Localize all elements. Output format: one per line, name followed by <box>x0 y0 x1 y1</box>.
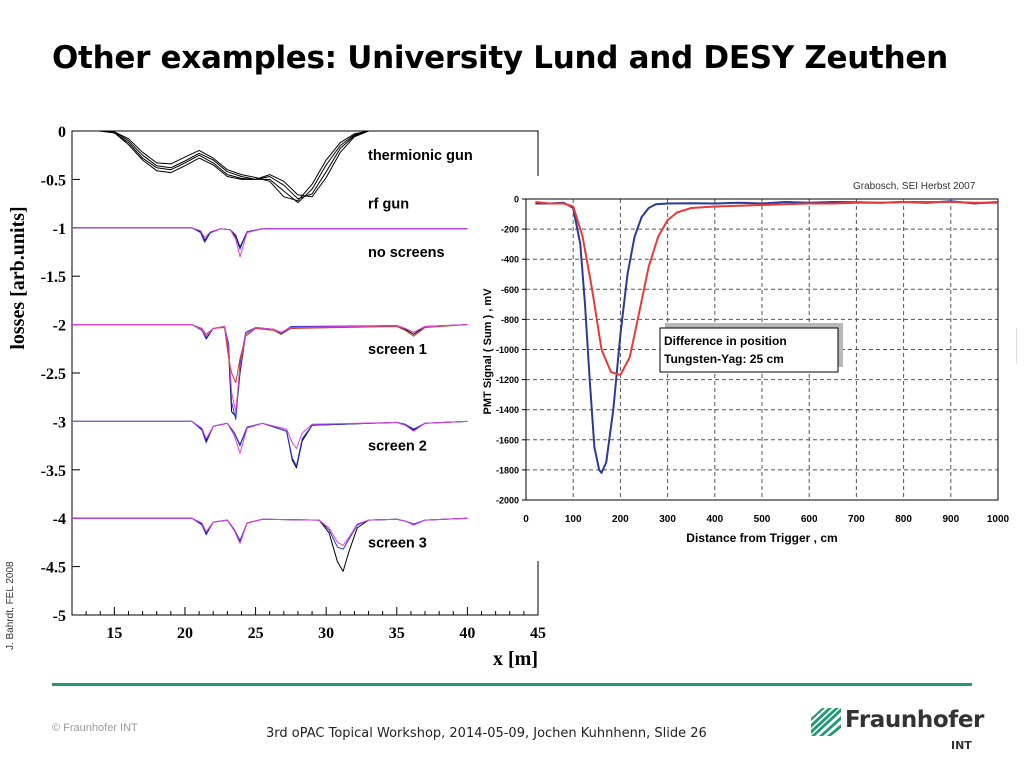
x-tick-label: 600 <box>801 514 818 525</box>
pmt-signal-chart: 0 100 200 300 400 500 600 700 800 900 1000 0 -200 -40… <box>480 176 1020 561</box>
series-line <box>72 324 468 420</box>
y-tick-label: -4.5 <box>41 560 66 577</box>
logo-subtext: INT <box>951 739 972 752</box>
series-annotation: screen 2 <box>368 439 427 455</box>
y-tick-label: -4 <box>53 511 66 528</box>
series-line <box>74 130 369 200</box>
x-tick-label: 700 <box>848 514 865 525</box>
x-tick-label: 900 <box>942 514 959 525</box>
series-annotation: no screens <box>368 245 445 261</box>
x-tick-label: 30 <box>318 625 334 642</box>
y-tick-label: -5 <box>53 608 66 625</box>
series-annotation: thermionic gun <box>368 148 473 164</box>
y-tick-label: -600 <box>501 285 519 295</box>
series-line <box>535 201 998 377</box>
x-tick-label: 800 <box>895 514 912 525</box>
y-tick-label: -1400 <box>496 405 519 415</box>
y-tick-label: -800 <box>501 315 519 325</box>
losses-chart: 15 20 25 30 35 40 45 0 -0.5 -1 -1.5 -2 -2.5 -3 -3.5 -4 -… <box>7 124 546 670</box>
series-line <box>72 324 468 418</box>
series-line <box>72 227 468 258</box>
fraunhofer-logo: Fraunhofer INT <box>811 704 984 754</box>
y-axis-label: losses [arb.units] <box>7 206 29 349</box>
y-axis-label: PMT Signal ( Sum ) , mV <box>482 288 494 415</box>
x-tick-label: 0 <box>523 514 529 525</box>
y-tick-label: -2 <box>53 318 66 335</box>
plot-frame <box>71 130 539 616</box>
y-tick-label: -3.5 <box>41 463 66 480</box>
y-tick-label: -0.5 <box>41 172 66 189</box>
x-tick-label: 300 <box>659 514 676 525</box>
y-tick-label: -2000 <box>496 496 519 506</box>
page-edge-mark <box>1016 328 1023 364</box>
y-tick-label: -1000 <box>496 345 519 355</box>
page-title: Other examples: University Lund and DESY… <box>52 40 948 76</box>
x-axis-label: x [m] <box>493 648 538 670</box>
y-tick-label: -1800 <box>496 465 519 475</box>
x-tick-label: 1000 <box>987 514 1010 525</box>
annotation-text: Tungsten-Yag: 25 cm <box>664 352 784 366</box>
x-tick-label: 45 <box>530 625 546 642</box>
y-tick-label: -200 <box>501 225 519 235</box>
y-tick-label: -2.5 <box>41 366 66 383</box>
x-axis-label: Distance from Trigger , cm <box>686 531 837 545</box>
series-line <box>74 130 369 204</box>
series-line <box>74 130 369 202</box>
annotation-text: Difference in position <box>664 334 787 348</box>
y-tick-label: 0 <box>58 124 66 141</box>
x-tick-label: 200 <box>612 514 629 525</box>
y-tick-label: -1 <box>53 221 66 238</box>
x-tick-label: 100 <box>565 514 582 525</box>
footer-divider <box>52 683 972 686</box>
series-line <box>74 130 369 198</box>
logo-wordmark: Fraunhofer <box>845 707 984 733</box>
x-tick-label: 400 <box>706 514 723 525</box>
credit-right: Grabosch, SEI Herbst 2007 <box>853 181 976 192</box>
copyright-text: © Fraunhofer INT <box>52 722 138 734</box>
series-annotation: screen 1 <box>368 342 427 358</box>
x-tick-label: 40 <box>459 625 475 642</box>
x-tick-label: 500 <box>754 514 771 525</box>
y-tick-label: -3 <box>53 414 66 431</box>
series-line <box>72 324 468 413</box>
y-tick-label: -1600 <box>496 435 519 445</box>
series-line <box>72 420 468 467</box>
series-line <box>72 517 468 546</box>
x-tick-label: 35 <box>389 625 405 642</box>
y-tick-label: -400 <box>501 255 519 265</box>
credit-left: J. Bahrdt, FEL 2008 <box>5 561 16 650</box>
y-tick-label: -1.5 <box>41 269 66 286</box>
series-annotation: screen 3 <box>368 535 427 551</box>
annotation-box <box>659 327 839 373</box>
fraunhofer-logo-mark-icon <box>811 706 841 736</box>
series-annotation: rf gun <box>368 197 409 213</box>
series-line <box>72 420 468 454</box>
x-tick-label: 15 <box>106 625 122 642</box>
series-line <box>72 324 468 384</box>
x-tick-label: 25 <box>248 625 264 642</box>
x-tick-label: 20 <box>177 625 193 642</box>
y-tick-label: -1200 <box>496 375 519 385</box>
footer-text: 3rd oPAC Topical Workshop, 2014-05-09, J… <box>266 726 707 741</box>
plot-frame <box>525 198 999 501</box>
y-tick-label: 0 <box>514 195 519 205</box>
